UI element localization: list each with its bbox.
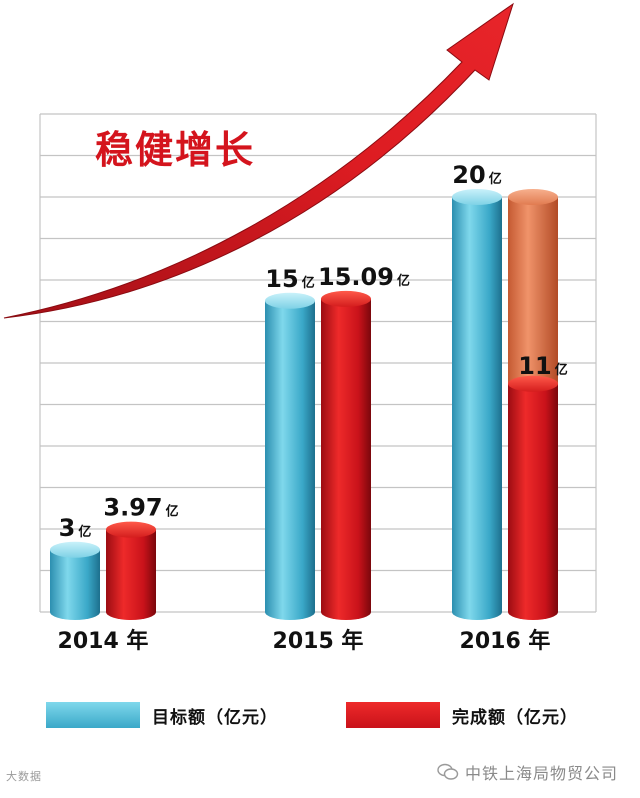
- value-label-target: 20 亿: [452, 161, 501, 189]
- watermark-left-text: 大数据: [6, 770, 42, 783]
- value-label-complete: 11 亿: [518, 352, 567, 380]
- x-axis: 2014 年 2015 年 2016 年: [58, 628, 551, 654]
- bar-target-top: [50, 541, 100, 558]
- bars: [50, 189, 558, 620]
- bar-target-top: [265, 292, 315, 309]
- legend-item-complete: 完成额（亿元）: [346, 700, 578, 730]
- legend-swatch-complete: [346, 702, 440, 728]
- x-tick-label: 2014 年: [58, 628, 149, 654]
- bar-complete-top: [106, 521, 156, 538]
- x-tick-label: 2015 年: [273, 628, 364, 654]
- bar-complete: [106, 529, 156, 620]
- value-labels: 3 亿 3.97 亿 15 亿 15.09 亿 20 亿 11 亿: [59, 161, 568, 542]
- bar-complete-remaining: [508, 197, 558, 392]
- value-label-complete: 3.97 亿: [103, 494, 178, 522]
- bar-target: [265, 300, 315, 620]
- growth-arrow: [3, 2, 514, 319]
- bar-target-top: [452, 189, 502, 205]
- watermark-right: 中铁上海局物贸公司: [437, 760, 618, 784]
- bar-complete-top: [508, 375, 558, 392]
- bar-complete: [508, 383, 558, 620]
- grid: [39, 113, 597, 613]
- bar-complete-remaining-top: [508, 189, 558, 205]
- legend-swatch-target: [46, 702, 140, 728]
- bar-target: [50, 549, 100, 620]
- value-label-target: 15 亿: [265, 265, 314, 293]
- legend-label-target: 目标额（亿元）: [152, 707, 278, 728]
- bar-complete: [321, 298, 371, 620]
- bar-complete-top: [321, 290, 371, 307]
- x-tick-label: 2016 年: [460, 628, 551, 654]
- growth-arrow-shape: [3, 2, 514, 319]
- watermark-right-text: 中铁上海局物贸公司: [464, 764, 618, 783]
- chart-title: 稳健增长: [95, 128, 255, 172]
- legend-item-target: 目标额（亿元）: [46, 700, 278, 730]
- bar-target: [452, 197, 502, 620]
- value-label-complete: 15.09 亿: [318, 263, 410, 291]
- wechat-icon: [437, 763, 459, 780]
- watermark-left: 大数据: [6, 768, 42, 784]
- chart: 稳健增长 3 亿 3.97 亿 15 亿 15.09 亿 20 亿 11 亿 2014 年 2015 年…: [3, 2, 597, 654]
- legend-label-complete: 完成额（亿元）: [452, 707, 578, 728]
